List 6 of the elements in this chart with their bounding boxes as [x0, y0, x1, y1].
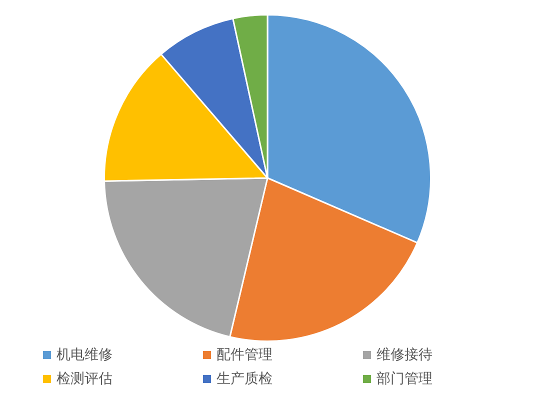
legend-label: 生产质检: [216, 370, 272, 388]
legend-label: 维修接待: [376, 346, 432, 364]
legend-label: 部门管理: [376, 370, 432, 388]
legend-label: 配件管理: [216, 346, 272, 364]
legend-label: 机电维修: [56, 346, 112, 364]
legend-label: 检测评估: [56, 370, 112, 388]
